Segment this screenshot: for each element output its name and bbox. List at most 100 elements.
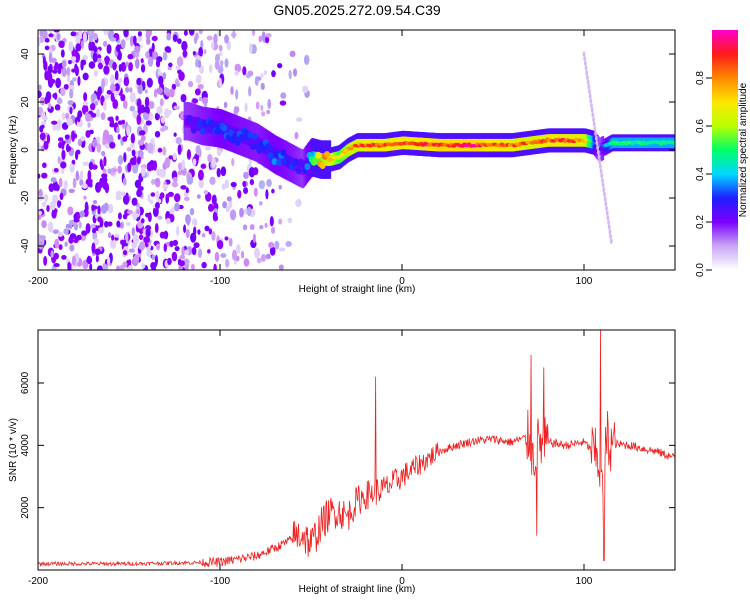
spectrogram-noise-blob: [136, 114, 142, 126]
spectrogram-noise-blob: [271, 70, 276, 78]
spectrogram-secondary-point: [600, 173, 604, 179]
spectrogram-noise-blob: [120, 94, 126, 102]
spectrogram-noise-blob: [61, 122, 69, 130]
spectrogram-noise-blob: [117, 51, 122, 61]
spectrogram-signal-point: [190, 126, 197, 134]
spectrogram-noise-blob: [72, 177, 77, 189]
spectrogram-noise-blob: [278, 247, 286, 252]
spectrogram-noise-blob: [87, 170, 92, 181]
spectrogram-noise-blob: [303, 54, 310, 66]
spectrogram-noise-blob: [198, 178, 205, 189]
spectrogram-noise-blob: [151, 42, 155, 53]
spectrogram-noise-blob: [115, 265, 121, 270]
spectrogram-noise-blob: [126, 209, 133, 215]
spectrogram-noise-blob: [117, 212, 122, 220]
spectrogram-noise-blob: [200, 163, 207, 169]
spectrogram-noise-blob: [52, 69, 58, 74]
spectrogram-noise-blob: [160, 115, 166, 124]
spectrogram-noise-blob: [103, 156, 107, 167]
spectrogram-noise-blob: [197, 248, 203, 259]
spectrogram-noise-blob: [123, 152, 127, 163]
spectrogram-noise-blob: [236, 244, 241, 254]
spectrogram-noise-blob: [82, 161, 90, 167]
spectrogram-noise-blob: [166, 48, 172, 53]
spectrogram-noise-blob: [143, 112, 147, 120]
spectrogram-noise-blob: [148, 112, 154, 121]
spectrogram-noise-blob: [209, 176, 216, 185]
spectrogram-noise-blob: [177, 144, 182, 156]
spectrogram-noise-blob: [120, 191, 126, 196]
spectrogram-noise-blob: [38, 36, 41, 47]
spectrogram-noise-blob: [117, 165, 122, 174]
spectrogram-noise-blob: [114, 83, 120, 92]
spectrogram-noise-blob: [183, 224, 187, 234]
spectrogram-noise-blob: [49, 201, 56, 211]
spectrogram-noise-blob: [266, 109, 271, 115]
spectrogram-noise-blob: [251, 30, 256, 37]
spectrogram-noise-blob: [113, 92, 117, 98]
spectrogram-noise-blob: [255, 101, 260, 110]
spectrogram-noise-blob: [153, 160, 158, 171]
spectrogram-noise-blob: [125, 221, 131, 227]
spectrogram-noise-blob: [172, 176, 178, 183]
spectrogram-noise-blob: [171, 206, 176, 213]
spectrogram-noise-blob: [106, 256, 111, 266]
spectrogram-secondary-point: [594, 131, 598, 137]
spectrogram-noise-blob: [259, 224, 264, 230]
spectrogram-noise-blob: [51, 120, 58, 125]
spectrogram-signal-point: [238, 134, 245, 142]
spectrogram-noise-blob: [171, 181, 179, 188]
spectrogram-noise-blob: [234, 106, 240, 114]
spectrogram-signal-point: [234, 138, 241, 146]
spectrogram-noise-blob: [44, 96, 49, 105]
spectrogram-noise-blob: [130, 39, 134, 47]
colorbar-ticks: 0.0 0.2 0.4 0.6 0.8: [695, 71, 712, 277]
spectrogram-noise-blob: [145, 30, 153, 38]
spectrogram-noise-blob: [258, 180, 266, 190]
spectrogram-noise-blob: [229, 209, 237, 221]
spectrogram-noise-blob: [237, 189, 242, 199]
spectrogram-noise-blob: [101, 150, 106, 157]
x-tick-label: 100: [576, 576, 593, 587]
spectrogram-noise-blob: [167, 66, 172, 71]
spectrogram-noise-blob: [247, 70, 254, 77]
spectrogram-noise-blob: [97, 86, 102, 97]
spectrogram-noise-blob: [91, 228, 97, 234]
spectrogram-noise-blob: [289, 50, 296, 58]
spectrogram-secondary-point: [592, 117, 595, 123]
spectrogram-noise-blob: [208, 228, 213, 235]
spectrogram-noise-blob: [201, 96, 209, 105]
spectrogram-noise-blob: [73, 222, 79, 231]
spectrogram-noise-blob: [172, 152, 177, 161]
spectrogram-noise-blob: [159, 98, 164, 107]
spectrogram-noise-blob: [195, 58, 199, 68]
spectrogram-noise-blob: [204, 146, 212, 151]
spectrogram-noise-blob: [182, 49, 188, 58]
spectrogram-noise-blob: [277, 62, 283, 69]
spectrogram-noise-blob: [54, 92, 58, 100]
spectrogram-noise-blob: [194, 88, 201, 96]
spectrogram-noise-blob: [55, 124, 61, 131]
spectrogram-noise-blob: [278, 218, 283, 225]
spectrogram-noise-blob: [216, 148, 222, 157]
spectrogram-noise-blob: [211, 194, 217, 206]
spectrogram-noise-blob: [249, 179, 255, 186]
spectrogram-noise-blob: [125, 86, 130, 93]
spectrogram-noise-blob: [157, 68, 161, 76]
spectrogram-noise-blob: [57, 156, 61, 165]
spectrogram-noise-blob: [97, 62, 104, 70]
spectrogram-noise-blob: [81, 183, 88, 189]
spectrogram-secondary-point: [595, 140, 599, 146]
spectrogram-noise-blob: [107, 232, 112, 239]
spectrogram-noise-blob: [86, 256, 93, 265]
spectrogram-signal-point: [671, 141, 675, 145]
spectrogram-noise-blob: [181, 159, 186, 170]
spectrogram-noise-blob: [207, 249, 211, 254]
spectrogram-noise-blob: [129, 86, 133, 93]
spectrogram-noise-blob: [68, 41, 74, 53]
spectrogram-secondary-point: [601, 177, 604, 183]
spectrogram-secondary-point: [588, 93, 592, 99]
spectrogram-noise-blob: [144, 96, 150, 108]
spectrogram-noise-blob: [100, 204, 108, 214]
spectrogram-noise-blob: [191, 246, 197, 256]
